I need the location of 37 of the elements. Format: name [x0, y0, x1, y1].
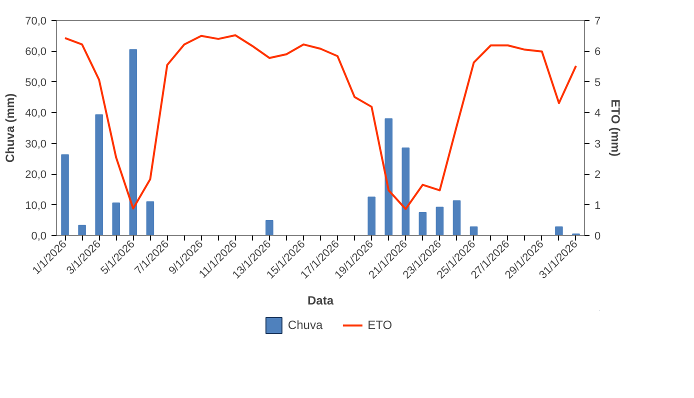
bar: [95, 114, 103, 236]
y2-tick-label: 5: [594, 76, 601, 89]
y2-tick-label: 1: [594, 200, 601, 212]
bar: [112, 202, 120, 236]
y-tick-label: 50,0: [25, 76, 47, 89]
legend-label: Chuva: [288, 318, 323, 332]
bar: [555, 226, 563, 236]
y2-tick-label: 6: [594, 46, 601, 58]
y-tick-label: 40,0: [25, 108, 47, 120]
y-axis-title: Chuva (mm): [3, 93, 18, 163]
y2-tick-label: 4: [594, 108, 601, 120]
y2-tick-label: 7: [594, 16, 601, 28]
bar: [368, 196, 376, 236]
bar: [384, 118, 393, 236]
x-axis-title: Data: [307, 294, 334, 308]
y-tick-label: 30,0: [25, 138, 47, 150]
bar: [470, 226, 478, 236]
bar: [78, 224, 86, 236]
y2-tick-label: 2: [594, 169, 601, 182]
y-tick-label: 10,0: [25, 200, 47, 212]
y-tick-label: 70,0: [25, 16, 47, 28]
bar: [418, 212, 427, 236]
y-tick-label: 0,0: [31, 230, 47, 242]
y2-axis-title: ETO (mm): [608, 99, 623, 157]
y2-tick-label: 0: [594, 230, 601, 242]
bar: [129, 49, 138, 236]
bar: [61, 154, 69, 236]
y-tick-label: 60,0: [25, 46, 47, 58]
bar: [402, 147, 410, 236]
y2-tick-label: 3: [594, 138, 601, 150]
bar: [452, 200, 461, 236]
line-series: [64, 34, 577, 210]
legend-label: ETO: [368, 318, 392, 332]
bar: [146, 201, 154, 236]
bar: [436, 206, 444, 236]
y-tick-label: 20,0: [25, 169, 47, 182]
bar: [265, 220, 274, 236]
